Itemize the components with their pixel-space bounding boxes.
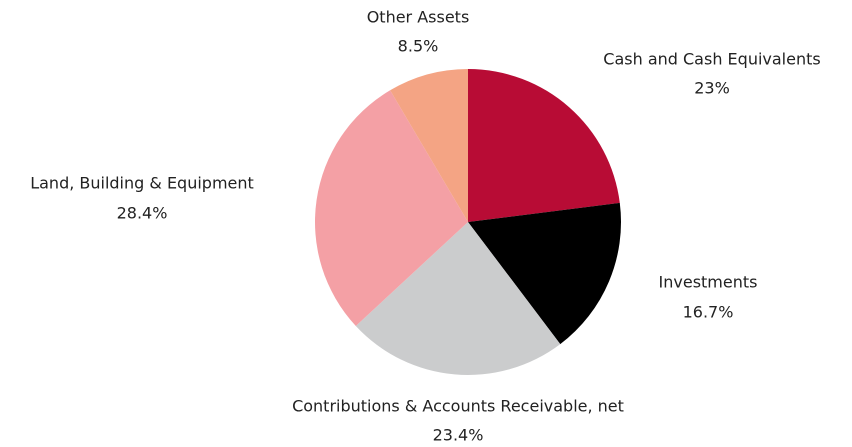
slice-value-label: 23.4%: [433, 426, 484, 445]
pie-slice: [468, 69, 620, 222]
slice-label: Land, Building & Equipment: [30, 174, 254, 193]
slice-label: Contributions & Accounts Receivable, net: [292, 397, 624, 416]
pie-slice: [468, 202, 621, 345]
slice-label: Investments: [659, 273, 758, 292]
slice-label: Cash and Cash Equivalents: [603, 50, 820, 69]
slice-value-label: 23%: [694, 79, 730, 98]
pie-slice: [355, 222, 561, 375]
pie-slice: [390, 69, 468, 222]
slice-value-label: 16.7%: [683, 303, 734, 322]
pie-slice: [314, 90, 468, 327]
slice-label: Other Assets: [367, 8, 470, 27]
slice-value-label: 28.4%: [117, 204, 168, 223]
slice-value-label: 8.5%: [398, 37, 439, 56]
